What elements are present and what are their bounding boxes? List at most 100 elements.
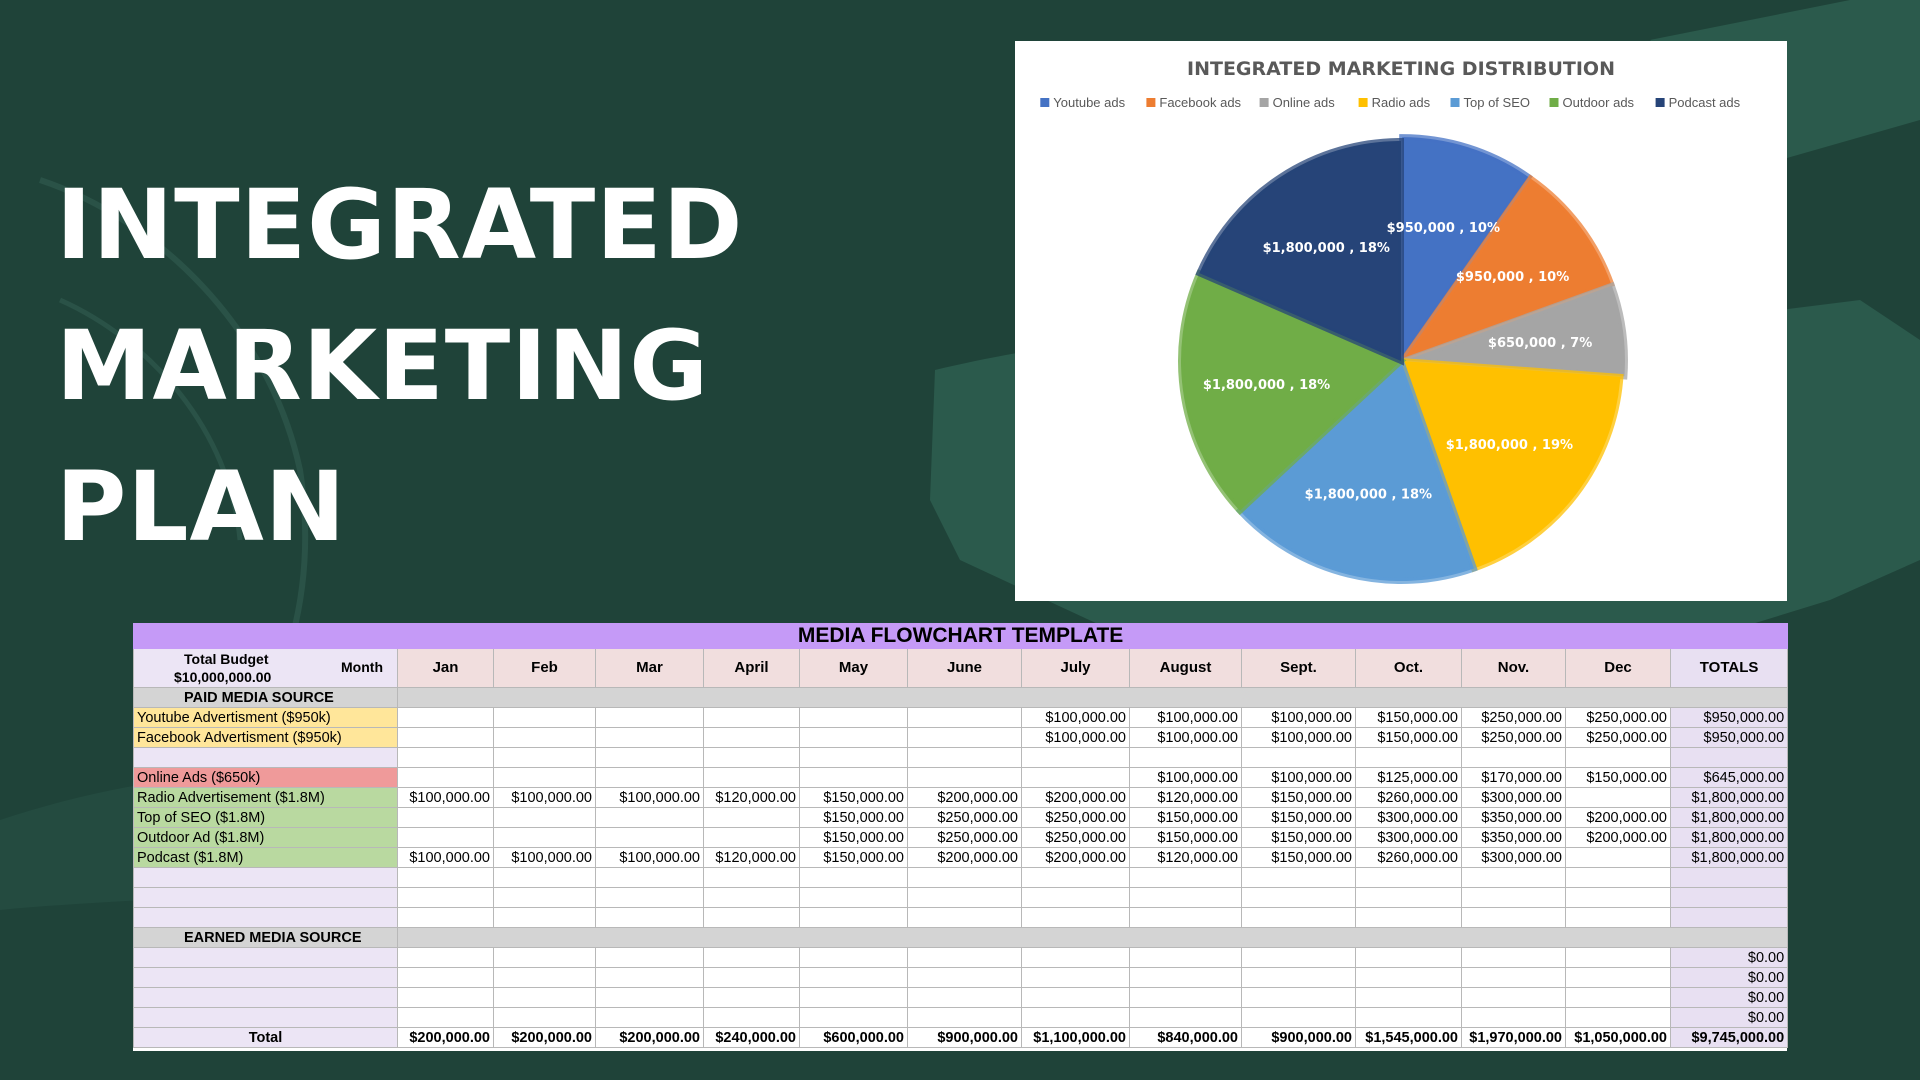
month-value-cell: $200,000.00 (1565, 807, 1671, 828)
month-header: April (703, 648, 800, 688)
month-value-cell (1355, 947, 1462, 968)
pie-slices (1178, 134, 1628, 584)
month-value-cell: $100,000.00 (595, 787, 704, 808)
month-value-cell (799, 1007, 908, 1028)
month-value-cell (1241, 907, 1356, 928)
media-flowchart-table: MEDIA FLOWCHART TEMPLATE Total Budget $10,… (132, 623, 1789, 1048)
legend-label: Youtube ads (1053, 95, 1125, 110)
month-value-cell: $250,000.00 (1021, 827, 1130, 848)
legend-entry: Youtube ads (1040, 95, 1126, 110)
month-value-cell: $100,000.00 (397, 847, 494, 868)
pie-data-label: $1,800,000 , 19% (1446, 438, 1573, 453)
month-value-cell: $100,000.00 (1021, 727, 1130, 748)
legend-entry: Top of SEO (1450, 95, 1530, 110)
month-value-cell (493, 747, 596, 768)
legend-label: Online ads (1273, 95, 1336, 110)
month-value-cell (1241, 1007, 1356, 1028)
month-label: Month (341, 659, 383, 675)
month-value-cell (907, 747, 1022, 768)
month-value-cell (703, 707, 800, 728)
slide-title-line: MARKETING (56, 310, 710, 422)
table-row: $0.00 (133, 947, 1789, 968)
row-total-cell: $0.00 (1669, 967, 1789, 988)
pie-slice (1178, 269, 1407, 516)
row-total-cell: $0.00 (1669, 947, 1789, 968)
month-value-cell (493, 947, 596, 968)
month-value-cell: $120,000.00 (1129, 787, 1242, 808)
row-total-cell (1669, 907, 1789, 928)
month-value-cell (493, 727, 596, 748)
table-row: Top of SEO ($1.8M) $150,000.00 $250,000.00… (133, 807, 1789, 828)
month-header: Oct. (1355, 648, 1462, 688)
slide-title-line: PLAN (56, 451, 347, 563)
table-row: $0.00 (133, 967, 1789, 988)
table-row: Facebook Advertisment ($950k) $100,000.00… (133, 727, 1789, 748)
month-value-cell (1461, 747, 1566, 768)
month-value-cell: $100,000.00 (1241, 707, 1356, 728)
month-value-cell (1355, 907, 1462, 928)
month-value-cell (595, 727, 704, 748)
month-value-cell (1355, 987, 1462, 1008)
legend-swatch (1358, 98, 1368, 107)
month-value-cell (1129, 1007, 1242, 1028)
month-value-cell (703, 727, 800, 748)
pie-data-label: $950,000 , 10% (1387, 221, 1500, 236)
month-value-cell (799, 707, 908, 728)
month-value-cell (1461, 947, 1566, 968)
month-value-cell (1021, 747, 1130, 768)
month-value-cell (397, 887, 494, 908)
month-value-cell (1461, 907, 1566, 928)
month-value-cell (1355, 1007, 1462, 1028)
month-value-cell (1461, 987, 1566, 1008)
month-value-cell (493, 807, 596, 828)
month-value-cell: $100,000.00 (493, 847, 596, 868)
paid-media-section-label: PAID MEDIA SOURCE (133, 687, 398, 708)
month-value-cell: $300,000.00 (1355, 807, 1462, 828)
month-value-cell (397, 707, 494, 728)
total-budget-cell: Total Budget $10,000,000.00 Month (133, 648, 398, 688)
month-value-cell: $150,000.00 (799, 827, 908, 848)
month-total-cell: $1,050,000.00 (1565, 1027, 1671, 1048)
month-value-cell (595, 1007, 704, 1028)
legend-entry: Facebook ads (1146, 95, 1242, 110)
month-value-cell (595, 947, 704, 968)
month-value-cell (907, 727, 1022, 748)
month-value-cell: $200,000.00 (1565, 827, 1671, 848)
month-value-cell (493, 987, 596, 1008)
month-value-cell (1129, 887, 1242, 908)
month-value-cell: $250,000.00 (907, 807, 1022, 828)
month-value-cell: $100,000.00 (1021, 707, 1130, 728)
month-header: Dec (1565, 648, 1671, 688)
table-row: Youtube Advertisment ($950k) $100,000.00 $… (133, 707, 1789, 728)
table-row: $0.00 (133, 987, 1789, 1008)
pie-data-label: $650,000 , 7% (1488, 336, 1592, 351)
month-value-cell (799, 987, 908, 1008)
month-value-cell (1129, 987, 1242, 1008)
month-value-cell (799, 907, 908, 928)
pie-slice (1195, 137, 1404, 366)
month-header: Jan (397, 648, 494, 688)
media-source-label (133, 887, 398, 908)
month-value-cell (1565, 747, 1671, 768)
table-row (133, 747, 1789, 768)
pie-slice (1399, 134, 1533, 367)
legend-swatch (1259, 98, 1269, 107)
month-value-cell (1565, 947, 1671, 968)
month-value-cell: $150,000.00 (1241, 827, 1356, 848)
month-value-cell: $150,000.00 (799, 787, 908, 808)
legend-label: Top of SEO (1464, 95, 1530, 110)
month-value-cell (1021, 1007, 1130, 1028)
legend-label: Outdoor ads (1563, 95, 1635, 110)
legend-entry: Radio ads (1358, 95, 1431, 110)
month-value-cell: $100,000.00 (1241, 767, 1356, 788)
table-row: Online Ads ($650k) $100,000.00 $100,000.00… (133, 767, 1789, 788)
month-value-cell (907, 867, 1022, 888)
month-value-cell (1565, 907, 1671, 928)
pie-slice (1235, 355, 1478, 584)
month-value-cell (1355, 747, 1462, 768)
month-value-cell: $260,000.00 (1355, 847, 1462, 868)
month-value-cell (907, 767, 1022, 788)
month-value-cell: $150,000.00 (1129, 827, 1242, 848)
month-value-cell (595, 867, 704, 888)
month-value-cell (1241, 947, 1356, 968)
